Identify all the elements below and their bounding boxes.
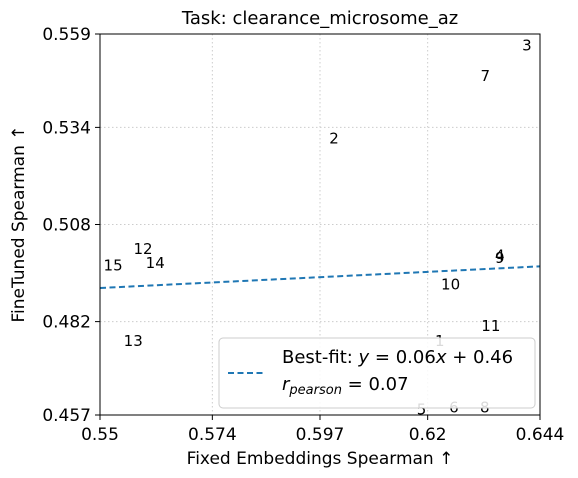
point-label: 2 — [329, 130, 339, 148]
fit-line-layer — [99, 265, 541, 289]
legend: Best-fit: y = 0.06x + 0.46 rpearson = 0.… — [218, 337, 536, 409]
point-label: 9 — [495, 249, 505, 267]
y-tick-label: 0.508 — [42, 216, 91, 236]
point-label: 10 — [441, 275, 460, 293]
y-tick-label: 0.482 — [42, 313, 91, 333]
point-label: 12 — [134, 240, 153, 258]
x-axis-label: Fixed Embeddings Spearman ↑ — [187, 449, 454, 469]
point-label: 4 — [495, 247, 505, 265]
y-tick-label: 0.534 — [42, 118, 91, 138]
point-label: 7 — [480, 67, 490, 85]
y-tick-label: 0.457 — [42, 406, 91, 426]
x-tick-label: 0.644 — [516, 425, 565, 445]
x-tick-label: 0.574 — [188, 425, 237, 445]
legend-box — [218, 337, 536, 409]
point-label: 5 — [417, 400, 427, 418]
x-tick-label: 0.62 — [409, 425, 447, 445]
y-axis-label: FineTuned Spearman ↑ — [9, 125, 29, 322]
ticks: 0.55 0.574 0.597 0.62 0.644 0.457 0.482 0.508 0.… — [42, 25, 564, 445]
point-label: 11 — [481, 317, 500, 335]
x-tick-label: 0.597 — [296, 425, 345, 445]
legend-pearson-label: rpearson = 0.07 — [282, 374, 409, 398]
point-label: 15 — [104, 257, 123, 275]
chart-title: Task: clearance_microsome_az — [181, 8, 458, 29]
y-tick-label: 0.559 — [42, 25, 91, 45]
point-label: 3 — [522, 37, 532, 55]
best-fit-line — [99, 265, 541, 289]
legend-fit-label: Best-fit: y = 0.06x + 0.46 — [282, 347, 513, 368]
x-tick-label: 0.55 — [81, 425, 119, 445]
point-label: 13 — [124, 332, 143, 350]
point-label: 14 — [146, 254, 165, 272]
